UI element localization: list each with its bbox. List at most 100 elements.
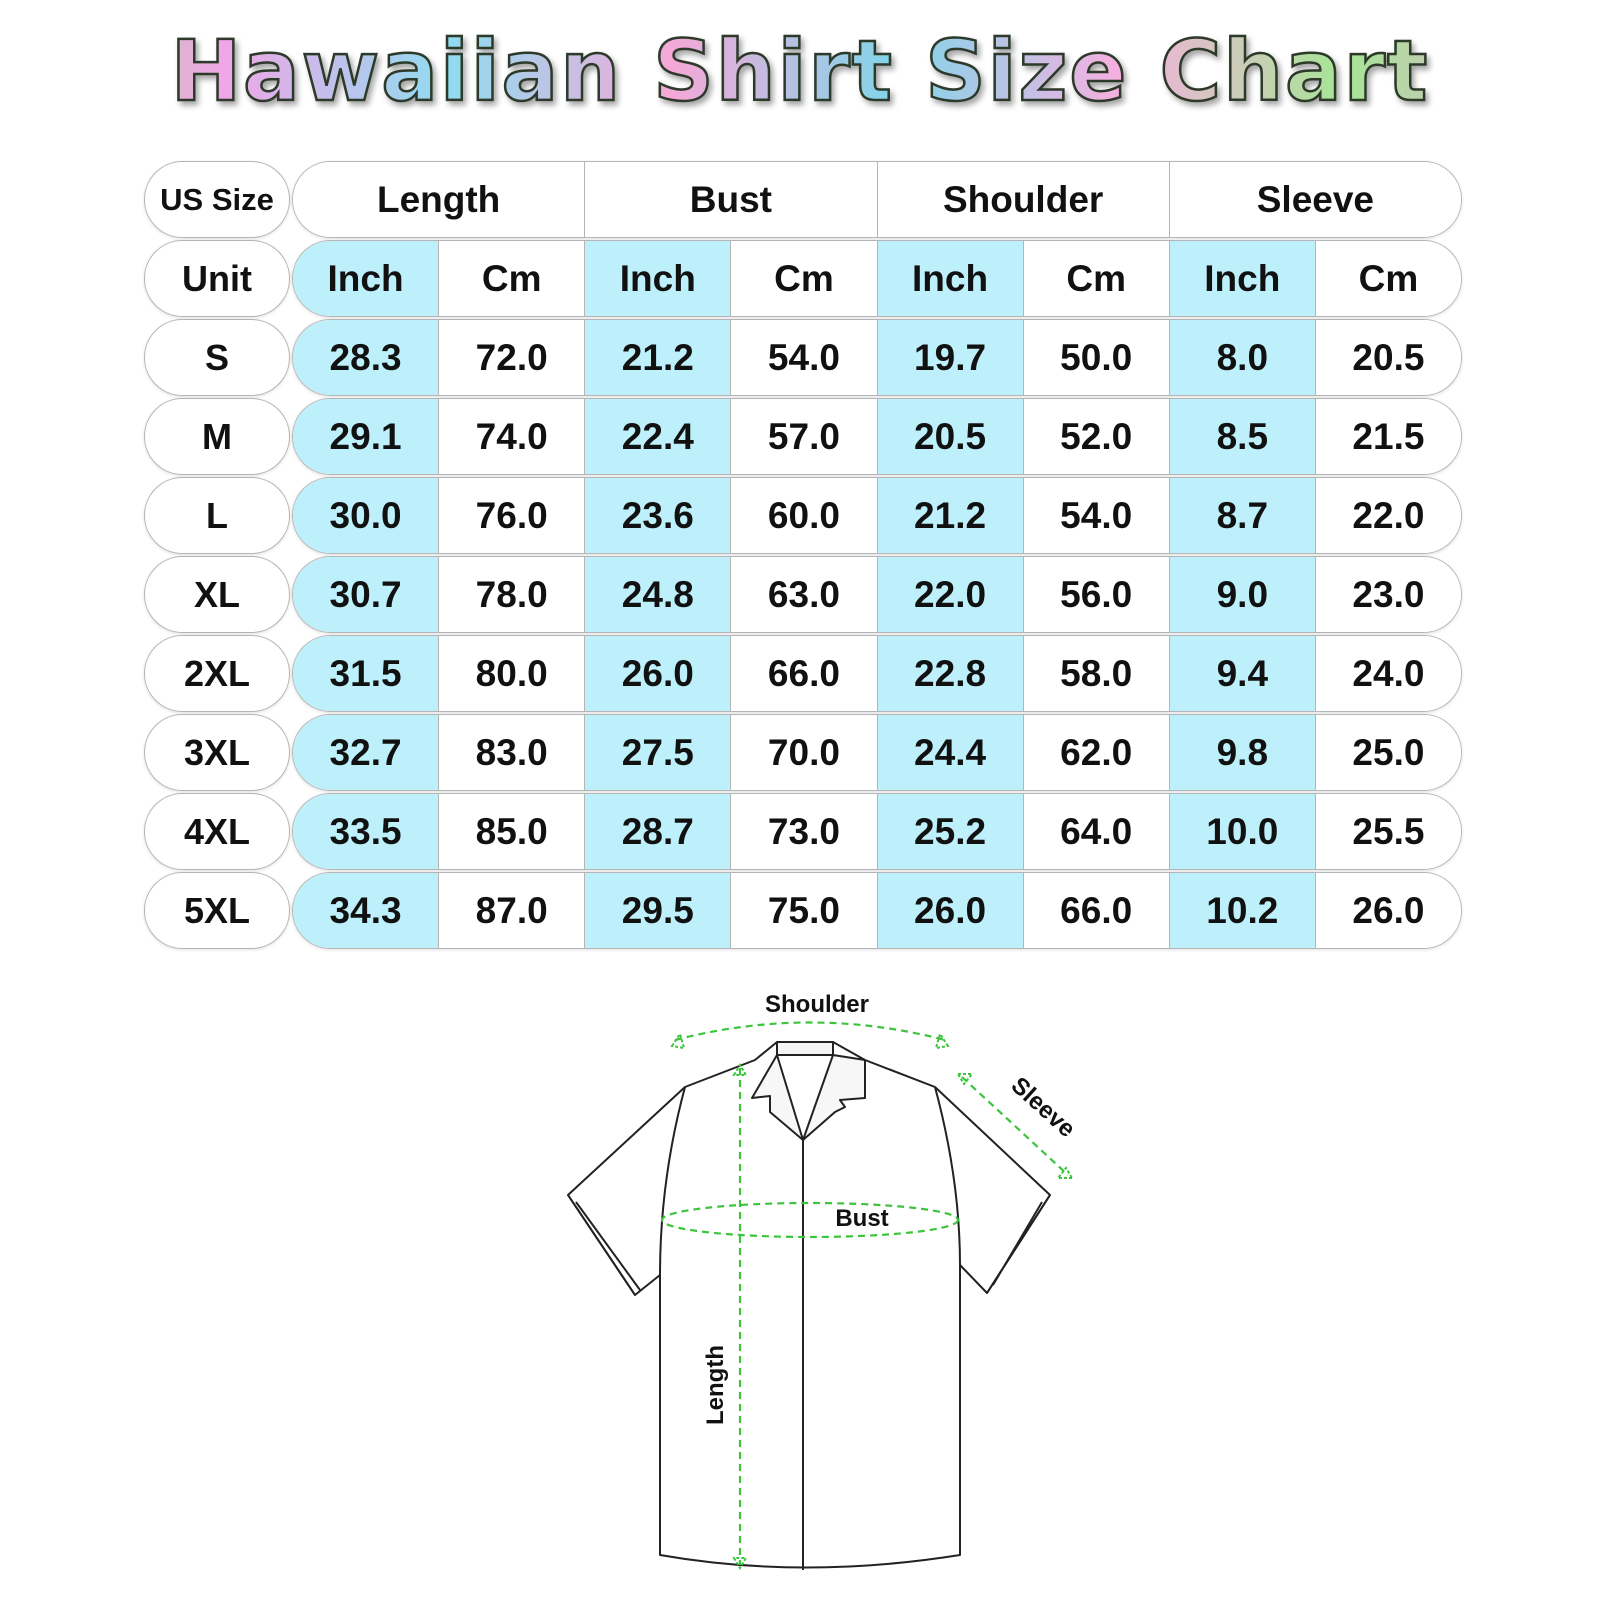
bust-label: Bust (835, 1205, 888, 1232)
table-cell: 21.5 (1314, 399, 1461, 474)
table-cell: 34.3 (293, 873, 439, 948)
shoulder-measure-line (674, 1021, 946, 1042)
measure-arrowheads (670, 1031, 1074, 1570)
size-label: L (144, 477, 290, 554)
table-cell: 72.0 (438, 320, 585, 395)
table-cell: 10.0 (1168, 794, 1315, 869)
size-label: 4XL (144, 793, 290, 870)
row-values: 30.7 78.0 24.8 63.0 22.0 56.0 9.0 23.0 (292, 556, 1462, 633)
size-table: US Size Length Bust Shoulder Sleeve Unit In… (144, 161, 1462, 951)
table-cell: 8.5 (1168, 399, 1315, 474)
table-cell: 25.0 (1314, 715, 1461, 790)
table-cell: 10.2 (1168, 873, 1315, 948)
group-header-length: Length (293, 162, 585, 237)
table-cell: 64.0 (1022, 794, 1169, 869)
table-cell: 20.5 (1314, 320, 1461, 395)
length-label: Length (702, 1345, 729, 1425)
row-values: 33.5 85.0 28.7 73.0 25.2 64.0 10.0 25.5 (292, 793, 1462, 870)
table-cell: 24.0 (1314, 636, 1461, 711)
table-cell: 23.6 (584, 478, 731, 553)
table-cell: 62.0 (1022, 715, 1169, 790)
table-cell: 9.8 (1168, 715, 1315, 790)
table-cell: 56.0 (1022, 557, 1169, 632)
table-row: 5XL 34.3 87.0 29.5 75.0 26.0 66.0 10.2 26.0 (144, 872, 1462, 951)
table-cell: 70.0 (730, 715, 877, 790)
table-cell: 83.0 (438, 715, 585, 790)
table-cell: 26.0 (584, 636, 731, 711)
table-cell: 20.5 (876, 399, 1023, 474)
unit-header-cell: Cm (1022, 241, 1169, 316)
unit-header-cell: Cm (1314, 241, 1461, 316)
size-label: 5XL (144, 872, 290, 949)
table-cell: 29.1 (293, 399, 439, 474)
shoulder-label: Shoulder (765, 991, 869, 1018)
table-cell: 54.0 (730, 320, 877, 395)
group-header-sleeve: Sleeve (1168, 162, 1461, 237)
table-cell: 26.0 (1314, 873, 1461, 948)
table-cell: 8.0 (1168, 320, 1315, 395)
row-values: 32.7 83.0 27.5 70.0 24.4 62.0 9.8 25.0 (292, 714, 1462, 791)
row-values: 28.3 72.0 21.2 54.0 19.7 50.0 8.0 20.5 (292, 319, 1462, 396)
sleeve-label: Sleeve (1006, 1072, 1081, 1143)
unit-header: Unit (144, 240, 290, 317)
table-cell: 8.7 (1168, 478, 1315, 553)
table-cell: 25.2 (876, 794, 1023, 869)
row-values: 30.0 76.0 23.6 60.0 21.2 54.0 8.7 22.0 (292, 477, 1462, 554)
table-cell: 32.7 (293, 715, 439, 790)
group-header-row: US Size Length Bust Shoulder Sleeve (144, 161, 1462, 240)
group-header-shoulder: Shoulder (876, 162, 1169, 237)
table-cell: 78.0 (438, 557, 585, 632)
size-label: 3XL (144, 714, 290, 791)
table-row: XL 30.7 78.0 24.8 63.0 22.0 56.0 9.0 23.0 (144, 556, 1462, 635)
table-cell: 52.0 (1022, 399, 1169, 474)
table-cell: 21.2 (584, 320, 731, 395)
table-row: 2XL 31.5 80.0 26.0 66.0 22.8 58.0 9.4 24.0 (144, 635, 1462, 714)
table-cell: 58.0 (1022, 636, 1169, 711)
sleeve-measure-line (961, 1076, 1069, 1176)
table-cell: 54.0 (1022, 478, 1169, 553)
table-cell: 85.0 (438, 794, 585, 869)
unit-header-cell: Inch (1168, 241, 1315, 316)
bust-measure-line (660, 1201, 960, 1239)
table-row: S 28.3 72.0 21.2 54.0 19.7 50.0 8.0 20.5 (144, 319, 1462, 398)
table-cell: 22.4 (584, 399, 731, 474)
table-cell: 22.0 (876, 557, 1023, 632)
table-cell: 24.8 (584, 557, 731, 632)
table-cell: 60.0 (730, 478, 877, 553)
table-cell: 63.0 (730, 557, 877, 632)
table-cell: 33.5 (293, 794, 439, 869)
table-row: M 29.1 74.0 22.4 57.0 20.5 52.0 8.5 21.5 (144, 398, 1462, 477)
table-cell: 66.0 (730, 636, 877, 711)
table-cell: 22.8 (876, 636, 1023, 711)
unit-header-cell: Inch (584, 241, 731, 316)
group-header-bust: Bust (584, 162, 877, 237)
us-size-header: US Size (144, 161, 290, 238)
row-values: 29.1 74.0 22.4 57.0 20.5 52.0 8.5 21.5 (292, 398, 1462, 475)
table-cell: 75.0 (730, 873, 877, 948)
unit-header-row: Unit Inch Cm Inch Cm Inch Cm Inch Cm (144, 240, 1462, 319)
size-label: S (144, 319, 290, 396)
group-headers: Length Bust Shoulder Sleeve (292, 161, 1462, 238)
table-cell: 9.4 (1168, 636, 1315, 711)
table-cell: 31.5 (293, 636, 439, 711)
table-cell: 50.0 (1022, 320, 1169, 395)
table-cell: 80.0 (438, 636, 585, 711)
table-cell: 57.0 (730, 399, 877, 474)
shirt-outline (567, 1041, 1051, 1570)
unit-header-cell: Cm (730, 241, 877, 316)
table-cell: 25.5 (1314, 794, 1461, 869)
table-cell: 23.0 (1314, 557, 1461, 632)
table-row: 4XL 33.5 85.0 28.7 73.0 25.2 64.0 10.0 25.5 (144, 793, 1462, 872)
row-values: 34.3 87.0 29.5 75.0 26.0 66.0 10.2 26.0 (292, 872, 1462, 949)
table-cell: 29.5 (584, 873, 731, 948)
table-cell: 66.0 (1022, 873, 1169, 948)
row-values: 31.5 80.0 26.0 66.0 22.8 58.0 9.4 24.0 (292, 635, 1462, 712)
table-cell: 28.3 (293, 320, 439, 395)
measurement-lines (660, 1021, 1069, 1565)
unit-header-cell: Inch (293, 241, 439, 316)
table-cell: 76.0 (438, 478, 585, 553)
table-cell: 21.2 (876, 478, 1023, 553)
unit-headers: Inch Cm Inch Cm Inch Cm Inch Cm (292, 240, 1462, 317)
chart-title: Hawaiian Shirt Size Chart (0, 21, 1600, 122)
table-cell: 24.4 (876, 715, 1023, 790)
